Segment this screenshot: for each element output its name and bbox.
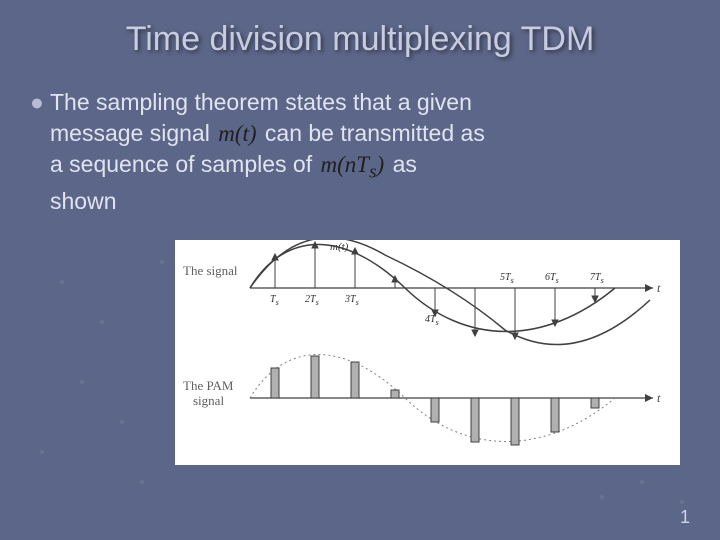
body-line3b: as xyxy=(393,151,417,177)
body-text: ● The sampling theorem states that a giv… xyxy=(0,59,720,217)
svg-text:3Ts: 3Ts xyxy=(344,294,359,307)
bullet-icon: ● xyxy=(30,87,44,118)
slide-title: Time division multiplexing TDM xyxy=(0,0,720,59)
svg-text:4Ts: 4Ts xyxy=(425,314,439,327)
label-signal: The signal xyxy=(183,263,238,278)
body-line1: The sampling theorem states that a given xyxy=(50,89,472,115)
svg-text:m(t): m(t) xyxy=(330,241,349,253)
formula-mnts: m(nTs) xyxy=(319,152,387,177)
sine-curve xyxy=(250,240,650,345)
svg-text:t: t xyxy=(657,391,661,405)
signal-diagram: The signal t m(t) Ts 2Ts 3Ts 4Ts 5 xyxy=(175,240,680,465)
body-line4: shown xyxy=(50,188,116,214)
tick-labels: Ts 2Ts 3Ts 4Ts 5Ts 6Ts 7Ts xyxy=(270,272,604,327)
page-number: 1 xyxy=(680,507,690,528)
svg-text:7Ts: 7Ts xyxy=(590,272,604,285)
svg-text:The PAM: The PAM xyxy=(183,378,234,393)
svg-text:Ts: Ts xyxy=(270,294,279,307)
svg-text:signal: signal xyxy=(193,393,224,408)
svg-text:6Ts: 6Ts xyxy=(545,272,559,285)
body-line2b: can be transmitted as xyxy=(265,120,485,146)
pam-bars xyxy=(271,356,599,445)
body-line2a: message signal xyxy=(50,120,210,146)
svg-text:5Ts: 5Ts xyxy=(500,272,514,285)
svg-text:2Ts: 2Ts xyxy=(305,294,319,307)
svg-text:t: t xyxy=(657,281,661,295)
body-line3a: a sequence of samples of xyxy=(50,151,319,177)
formula-mt: m(t) xyxy=(216,121,258,146)
